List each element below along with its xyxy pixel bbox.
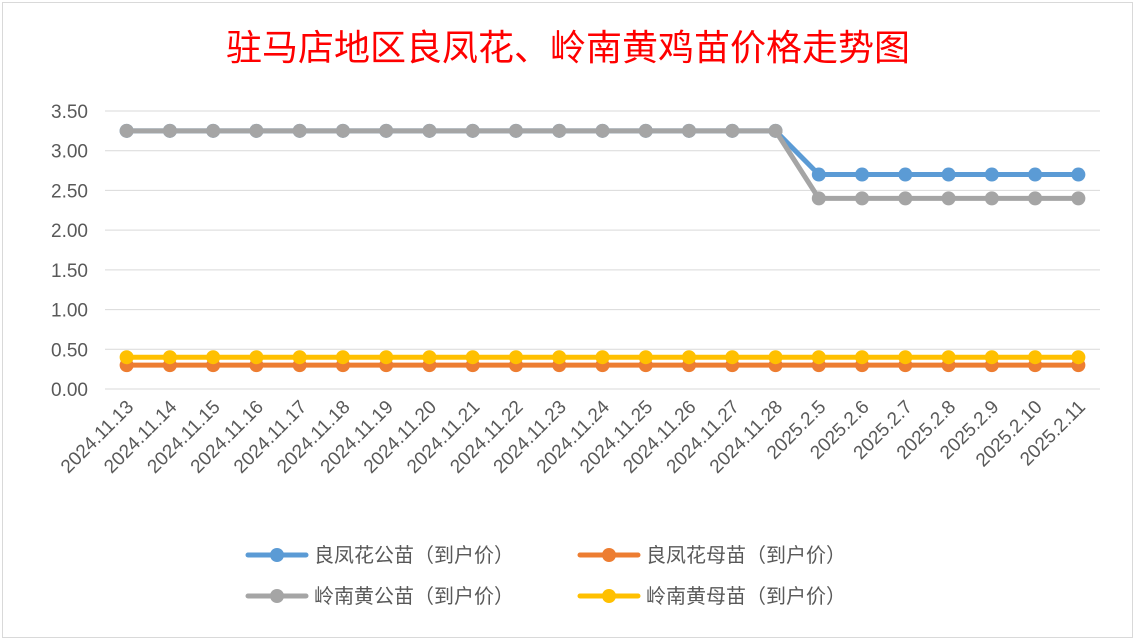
data-point bbox=[119, 350, 134, 365]
y-axis-tick-labels: 0.00 0.50 1.00 1.50 2.00 2.50 3.00 3.50 bbox=[51, 102, 88, 401]
data-point bbox=[379, 350, 394, 365]
data-point bbox=[335, 123, 350, 138]
legend[interactable]: 良凤花公苗（到户价） 良凤花母苗（到户价） 岭南黄公苗（到户价） 岭南黄母苗（到户价） bbox=[245, 543, 846, 608]
data-point bbox=[508, 123, 523, 138]
y-tick-label: 2.00 bbox=[51, 221, 88, 242]
data-point bbox=[725, 123, 740, 138]
series-line bbox=[124, 128, 1081, 201]
data-point bbox=[1028, 191, 1043, 206]
y-tick-label: 1.00 bbox=[51, 301, 88, 322]
data-point bbox=[249, 350, 264, 365]
legend-item[interactable]: 良凤花母苗（到户价） bbox=[577, 543, 846, 567]
data-point bbox=[984, 167, 999, 182]
data-point bbox=[811, 191, 826, 206]
data-point bbox=[292, 123, 307, 138]
data-point bbox=[811, 350, 826, 365]
data-point bbox=[508, 350, 523, 365]
data-point bbox=[682, 123, 697, 138]
legend-label: 良凤花公苗（到户价） bbox=[314, 543, 514, 567]
data-point bbox=[292, 350, 307, 365]
data-point bbox=[855, 191, 870, 206]
data-point bbox=[941, 350, 956, 365]
gridlines bbox=[105, 110, 1100, 390]
data-point bbox=[941, 167, 956, 182]
data-point bbox=[984, 350, 999, 365]
data-point bbox=[206, 123, 221, 138]
data-point bbox=[335, 350, 350, 365]
data-point bbox=[855, 350, 870, 365]
series-4 bbox=[119, 350, 1086, 365]
data-point bbox=[422, 123, 437, 138]
y-tick-label: 3.00 bbox=[51, 142, 88, 163]
data-point bbox=[552, 350, 567, 365]
data-point bbox=[768, 350, 783, 365]
x-axis-tick-labels: 2024.11.132024.11.142024.11.152024.11.16… bbox=[57, 396, 1090, 477]
data-point bbox=[162, 123, 177, 138]
data-point bbox=[422, 350, 437, 365]
y-tick-label: 2.50 bbox=[51, 181, 88, 202]
legend-label: 良凤花母苗（到户价） bbox=[646, 543, 846, 567]
y-tick-label: 1.50 bbox=[51, 261, 88, 282]
data-point bbox=[898, 167, 913, 182]
legend-item[interactable]: 岭南黄公苗（到户价） bbox=[245, 584, 514, 608]
data-point bbox=[941, 191, 956, 206]
series-3 bbox=[119, 123, 1086, 206]
data-point bbox=[898, 350, 913, 365]
data-point bbox=[984, 191, 999, 206]
chart-title: 驻马店地区良凤花、岭南黄鸡苗价格走势图 bbox=[226, 28, 910, 69]
data-point bbox=[768, 123, 783, 138]
data-point bbox=[1071, 350, 1086, 365]
legend-swatch-marker bbox=[602, 548, 616, 562]
data-point bbox=[162, 350, 177, 365]
data-point bbox=[725, 350, 740, 365]
legend-item[interactable]: 岭南黄母苗（到户价） bbox=[577, 584, 846, 608]
legend-label: 岭南黄母苗（到户价） bbox=[646, 584, 846, 608]
data-point bbox=[811, 167, 826, 182]
legend-swatch-marker bbox=[602, 589, 616, 603]
data-point bbox=[1028, 350, 1043, 365]
y-tick-label: 0.00 bbox=[51, 380, 88, 401]
data-point bbox=[1071, 167, 1086, 182]
data-point bbox=[465, 123, 480, 138]
y-tick-label: 0.50 bbox=[51, 340, 88, 361]
series-lines bbox=[119, 123, 1086, 373]
data-point bbox=[855, 167, 870, 182]
y-tick-label: 3.50 bbox=[51, 102, 88, 123]
data-point bbox=[379, 123, 394, 138]
data-point bbox=[1028, 167, 1043, 182]
data-point bbox=[638, 350, 653, 365]
legend-swatch-marker bbox=[270, 548, 284, 562]
data-point bbox=[595, 123, 610, 138]
data-point bbox=[249, 123, 264, 138]
data-point bbox=[552, 123, 567, 138]
data-point bbox=[465, 350, 480, 365]
data-point bbox=[638, 123, 653, 138]
data-point bbox=[119, 123, 134, 138]
data-point bbox=[898, 191, 913, 206]
data-point bbox=[595, 350, 610, 365]
data-point bbox=[682, 350, 697, 365]
legend-swatch-marker bbox=[270, 589, 284, 603]
data-point bbox=[1071, 191, 1086, 206]
legend-label: 岭南黄公苗（到户价） bbox=[314, 584, 514, 608]
legend-item[interactable]: 良凤花公苗（到户价） bbox=[245, 543, 514, 567]
data-point bbox=[206, 350, 221, 365]
